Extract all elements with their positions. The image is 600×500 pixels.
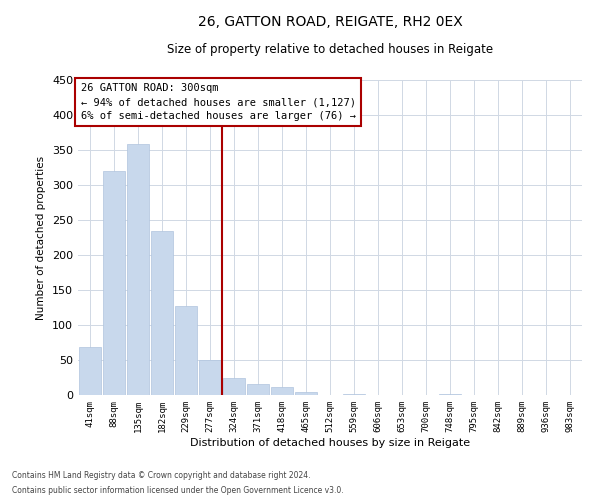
Bar	[271, 388, 293, 395]
Bar	[199, 360, 221, 395]
Bar	[103, 171, 125, 395]
Bar	[223, 378, 245, 395]
Text: Contains HM Land Registry data © Crown copyright and database right 2024.: Contains HM Land Registry data © Crown c…	[12, 471, 311, 480]
Bar	[247, 384, 269, 395]
Y-axis label: Number of detached properties: Number of detached properties	[37, 156, 46, 320]
Bar	[127, 144, 149, 395]
Text: Contains public sector information licensed under the Open Government Licence v3: Contains public sector information licen…	[12, 486, 344, 495]
Bar	[439, 394, 461, 395]
X-axis label: Distribution of detached houses by size in Reigate: Distribution of detached houses by size …	[190, 438, 470, 448]
Bar	[343, 394, 365, 395]
Text: 26 GATTON ROAD: 300sqm
← 94% of detached houses are smaller (1,127)
6% of semi-d: 26 GATTON ROAD: 300sqm ← 94% of detached…	[80, 83, 356, 121]
Bar	[151, 231, 173, 395]
Bar	[175, 306, 197, 395]
Bar	[295, 392, 317, 395]
Bar	[79, 348, 101, 395]
Text: Size of property relative to detached houses in Reigate: Size of property relative to detached ho…	[167, 42, 493, 56]
Text: 26, GATTON ROAD, REIGATE, RH2 0EX: 26, GATTON ROAD, REIGATE, RH2 0EX	[197, 15, 463, 29]
